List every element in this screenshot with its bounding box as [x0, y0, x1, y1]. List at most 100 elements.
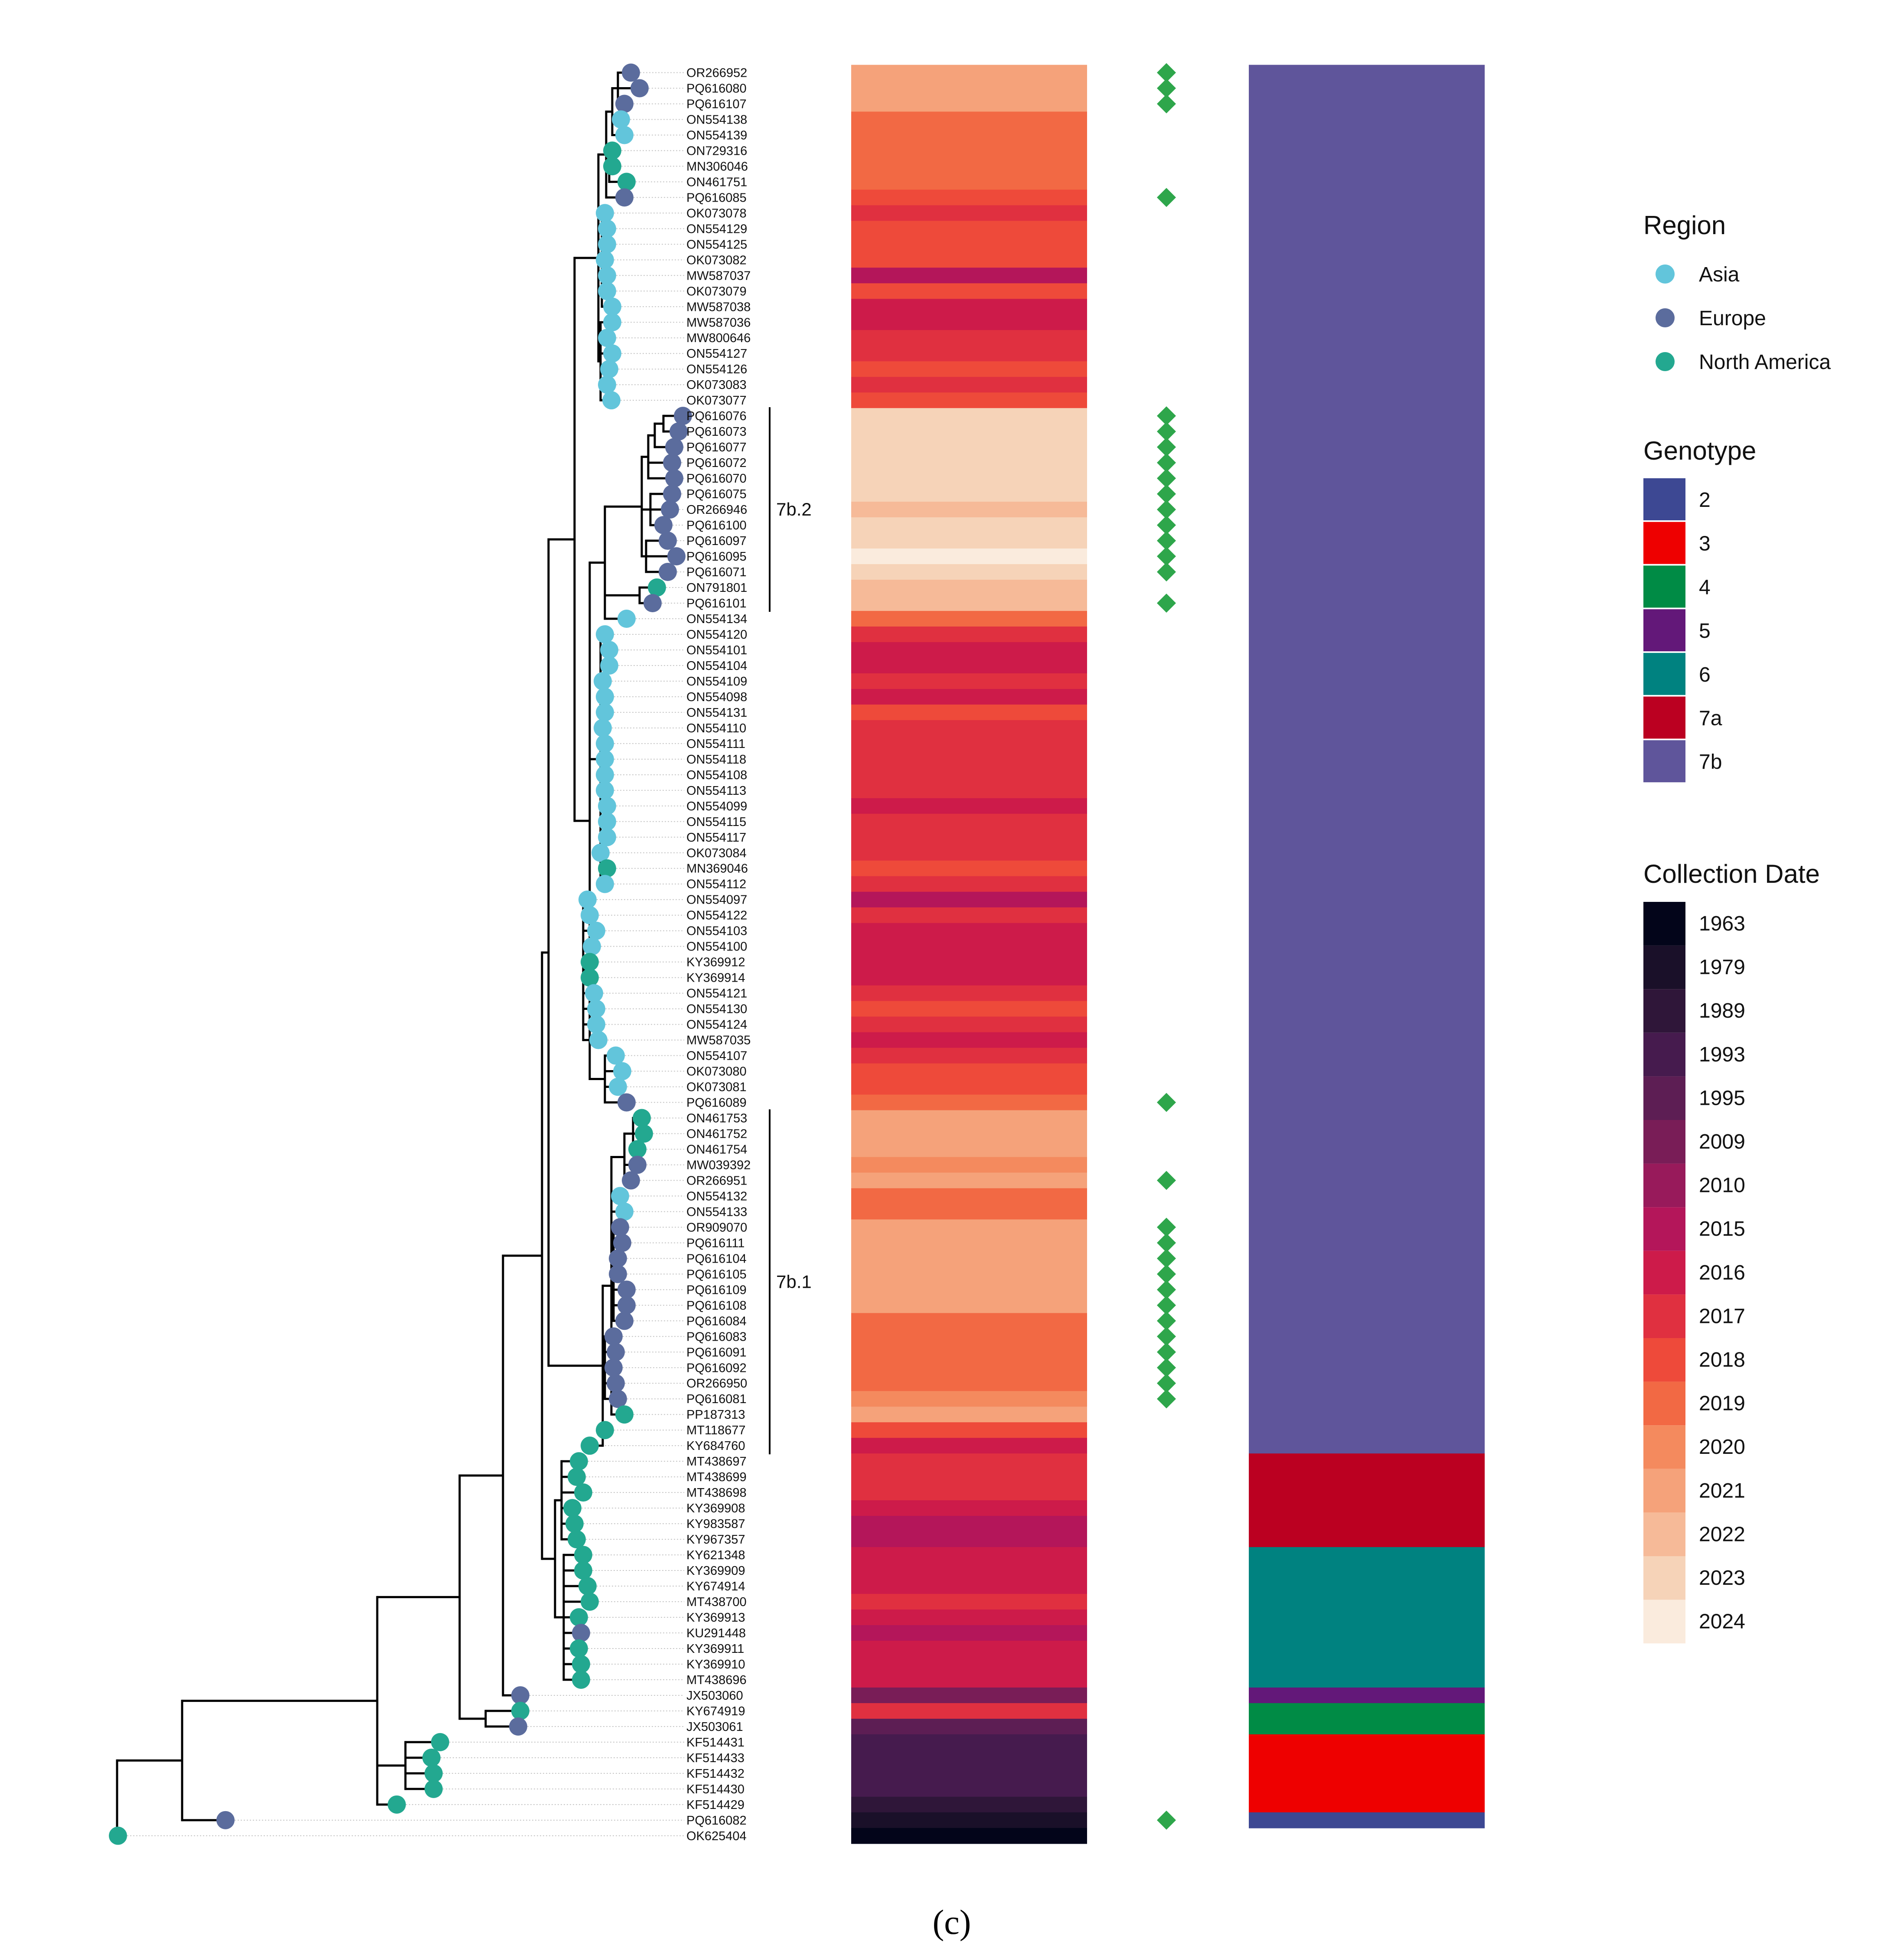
genotype-cell: [1249, 689, 1485, 705]
date-cell: [851, 189, 1087, 206]
genotype-cell: [1249, 392, 1485, 408]
genotype-cell: [1249, 299, 1485, 315]
tip-label: ON554103: [686, 924, 747, 938]
date-cell: [851, 533, 1087, 549]
genotype-cell: [1249, 954, 1485, 970]
tip-point: [568, 1530, 586, 1549]
date-cell: [851, 1126, 1087, 1142]
marker-diamond: [1157, 1374, 1176, 1393]
date-cell: [851, 1750, 1087, 1766]
date-cell: [851, 1157, 1087, 1173]
genotype-cell: [1249, 626, 1485, 643]
tip-label: ON461752: [686, 1127, 747, 1141]
date-cell: [851, 798, 1087, 814]
date-cell: [851, 252, 1087, 268]
date-cell: [851, 1547, 1087, 1563]
marker-diamond: [1157, 1358, 1176, 1378]
date-cell: [851, 1640, 1087, 1657]
date-cell: [851, 829, 1087, 846]
date-cell: [851, 1578, 1087, 1594]
tip-label: PQ616101: [686, 597, 747, 610]
tip-point: [603, 297, 621, 316]
marker-diamond: [1157, 1249, 1176, 1268]
date-cell: [851, 1625, 1087, 1641]
date-cell: [851, 65, 1087, 81]
date-cell: [851, 548, 1087, 565]
tip-point: [665, 469, 683, 488]
date-cell: [851, 1718, 1087, 1735]
tip-label: PQ616084: [686, 1314, 747, 1328]
date-cell: [851, 158, 1087, 175]
marker-diamond: [1157, 437, 1176, 457]
genotype-cell: [1249, 1750, 1485, 1766]
date-cell: [851, 1079, 1087, 1095]
genotype-cell: [1249, 1672, 1485, 1688]
tip-point: [596, 204, 614, 222]
tip-point: [617, 1280, 636, 1299]
tip-label: PQ616085: [686, 191, 747, 205]
genotype-heatmap: [1249, 65, 1485, 1828]
figure-label: (c): [933, 1903, 971, 1942]
tip-label: MW039392: [686, 1158, 751, 1172]
date-cell: [851, 330, 1087, 346]
region-swatch: [1656, 352, 1675, 371]
genotype-cell: [1249, 642, 1485, 658]
tip-point: [574, 1546, 592, 1564]
genotype-cell: [1249, 1079, 1485, 1095]
date-swatch: [1643, 1425, 1685, 1469]
genotype-cell: [1249, 1266, 1485, 1283]
date-cell: [851, 1391, 1087, 1407]
date-cell: [851, 595, 1087, 611]
tip-label: PQ616108: [686, 1299, 747, 1312]
marker-diamond: [1157, 562, 1176, 582]
tip-point: [587, 921, 605, 940]
legends: Region Asia Europe North America Genotype 2 3 4…: [1643, 211, 1831, 1644]
tip-point: [600, 360, 618, 379]
tip-label: ON554124: [686, 1018, 747, 1032]
tip-label: MW800646: [686, 331, 751, 345]
genotype-cell: [1249, 1110, 1485, 1126]
marker-diamond: [1157, 1280, 1176, 1299]
tip-point: [648, 578, 666, 597]
date-cell: [851, 1375, 1087, 1392]
genotype-cell: [1249, 860, 1485, 877]
date-cell: [851, 470, 1087, 486]
genotype-cell: [1249, 1141, 1485, 1158]
tip-point: [630, 79, 649, 98]
genotype-cell: [1249, 1157, 1485, 1173]
tip-label: ON554132: [686, 1189, 747, 1203]
tip-label: PQ616104: [686, 1252, 747, 1266]
genotype-cell: [1249, 720, 1485, 736]
date-swatch: [1643, 902, 1685, 946]
tip-label: JX503061: [686, 1720, 743, 1734]
date-cell: [851, 735, 1087, 752]
date-swatch: [1643, 1250, 1685, 1295]
tip-label: MW587035: [686, 1034, 751, 1048]
tip-label: ON729316: [686, 144, 747, 158]
genotype-cell: [1249, 205, 1485, 222]
date-cell: [851, 236, 1087, 253]
date-swatch: [1643, 1338, 1685, 1382]
tip-point: [661, 500, 679, 519]
genotype-cell: [1249, 1250, 1485, 1267]
tip-point: [422, 1748, 441, 1767]
date-label: 2016: [1699, 1261, 1745, 1284]
tip-label: KY369912: [686, 956, 745, 970]
tip-label: KF514432: [686, 1767, 745, 1781]
genotype-cell: [1249, 424, 1485, 440]
genotype-cell: [1249, 408, 1485, 424]
tip-label: MT438697: [686, 1455, 747, 1469]
tip-point: [622, 1171, 640, 1190]
date-cell: [851, 392, 1087, 408]
date-cell: [851, 111, 1087, 128]
genotype-cell: [1249, 1500, 1485, 1516]
date-cell: [851, 1235, 1087, 1251]
genotype-cell: [1249, 1656, 1485, 1672]
tip-point: [609, 1265, 627, 1283]
date-cell: [851, 1438, 1087, 1454]
marker-diamond: [1157, 1311, 1176, 1331]
tip-labels: OR266952 PQ616080 PQ616107 ON554138ON554139…: [686, 66, 751, 1843]
tip-label: ON554112: [686, 878, 746, 891]
tip-label: KU291448: [686, 1626, 746, 1640]
tip-point: [431, 1733, 449, 1751]
